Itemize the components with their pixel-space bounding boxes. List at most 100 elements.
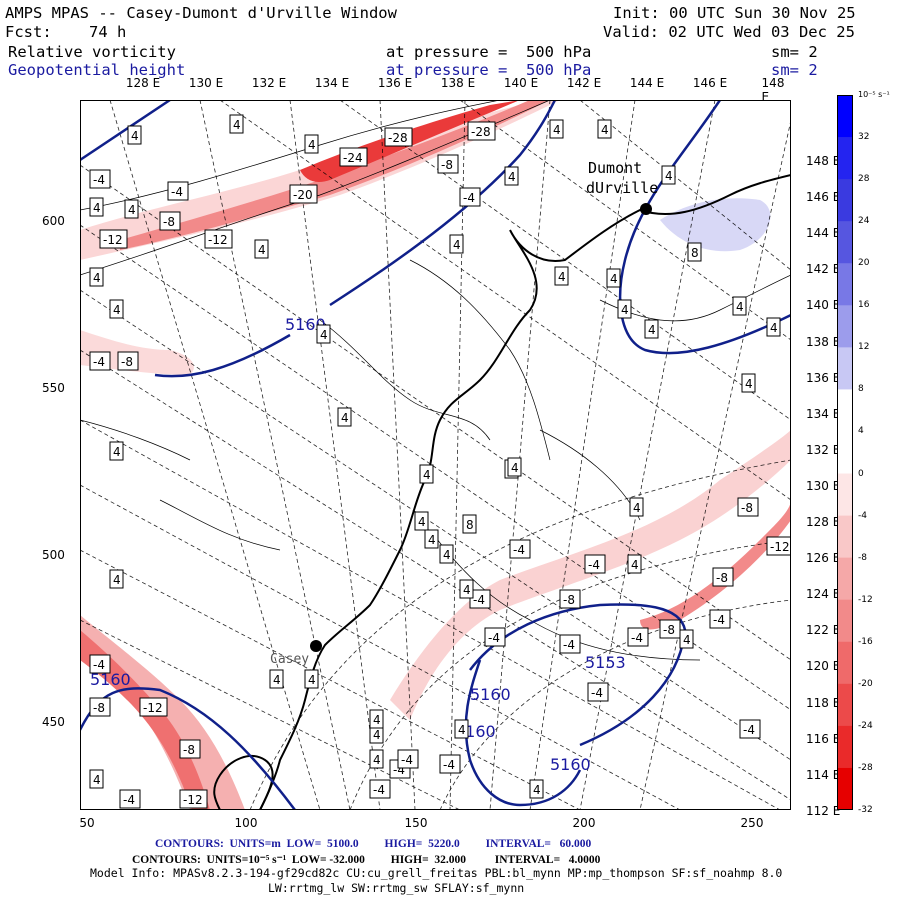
- vorticity-label: 4: [131, 129, 139, 143]
- colorbar-label: -16: [858, 636, 873, 647]
- colorbar-label: -28: [858, 762, 873, 773]
- station-label-dumont: Dumont: [588, 159, 642, 177]
- vorticity-label: 4: [320, 328, 328, 342]
- vorticity-label-box: -4: [89, 351, 111, 371]
- vorticity-label: 4: [373, 753, 381, 767]
- vorticity-label: 4: [443, 548, 451, 562]
- vorticity-label: -12: [143, 701, 163, 715]
- vorticity-label: -12: [103, 233, 123, 247]
- height-label: 5160: [285, 315, 326, 334]
- colorbar-swatch: [837, 473, 853, 517]
- vorticity-label: -4: [393, 763, 405, 777]
- height-label: 5160: [550, 755, 591, 774]
- vorticity-label: 4: [308, 673, 316, 687]
- vorticity-label-box: 4: [254, 239, 269, 259]
- vorticity-label: -4: [713, 613, 725, 627]
- field1-level: at pressure = 500 hPa: [386, 43, 592, 61]
- colorbar-label: 16: [858, 300, 870, 311]
- colorbar-swatch: [837, 431, 853, 475]
- vorticity-label: 8: [691, 246, 699, 260]
- right-longitude-tick: 132 E: [806, 442, 841, 457]
- vorticity-label: -28: [388, 131, 408, 145]
- field2-smoothing: sm= 2: [771, 61, 818, 79]
- vorticity-label: -8: [163, 215, 175, 229]
- top-longitude-axis: 128 E 130 E 132 E 134 E 136 E 138 E 140 E 142 E…: [80, 76, 791, 104]
- vorticity-label-box: 4: [549, 119, 564, 139]
- vorticity-label-box: 4: [606, 268, 621, 288]
- vorticity-label: -8: [563, 593, 575, 607]
- vorticity-label-box: 4: [554, 266, 569, 286]
- top-longitude-tick: 132 E: [251, 76, 287, 90]
- vorticity-label: -4: [93, 173, 105, 187]
- bottom-axis-tick: 200: [572, 816, 596, 830]
- colorbar-swatch: [837, 641, 853, 685]
- vorticity-label-box: -12: [204, 229, 233, 249]
- vorticity-label-box: 4: [644, 319, 659, 339]
- vorticity-label: 4: [533, 783, 541, 797]
- vorticity-label-box: 4: [454, 719, 469, 739]
- vorticity-label: -8: [441, 158, 453, 172]
- right-longitude-tick: 116 E: [806, 731, 841, 746]
- vorticity-label: 4: [558, 270, 566, 284]
- vorticity-label-box: -4: [89, 169, 111, 189]
- height-contour-info: CONTOURS: UNITS=m LOW= 5100.0 HIGH= 5220…: [155, 838, 592, 850]
- vorticity-label-box: 4: [109, 441, 124, 461]
- vorticity-label: -8: [93, 701, 105, 715]
- vorticity-label: 4: [745, 377, 753, 391]
- vorticity-label: -4: [563, 638, 575, 652]
- colorbar-label: 4: [858, 426, 864, 437]
- right-longitude-tick: 140 E: [806, 298, 841, 313]
- vorticity-label: -8: [741, 501, 753, 515]
- map-panel: Dumont dUrville Casey 5160 5160 5160 516…: [80, 100, 791, 810]
- vorticity-label-box: -4: [459, 187, 481, 207]
- vorticity-label-box: 4: [89, 769, 104, 789]
- vorticity-label-box: -4: [739, 719, 761, 739]
- top-longitude-tick: 144 E: [629, 76, 665, 90]
- vorticity-label: 8: [466, 518, 474, 532]
- colorbar-label: -12: [858, 594, 873, 605]
- bottom-axis-tick: 100: [234, 816, 258, 830]
- colorbar-swatch: [837, 515, 853, 559]
- colorbar-swatch: [837, 599, 853, 643]
- dumont-durville-station-marker: [640, 203, 652, 215]
- left-axis-tick: 600: [42, 214, 65, 228]
- vorticity-label-box: 4: [369, 709, 384, 729]
- field2-level: at pressure = 500 hPa: [386, 61, 592, 79]
- vorticity-label: 4: [373, 713, 381, 727]
- vorticity-label: -28: [471, 125, 491, 139]
- top-longitude-tick: 140 E: [503, 76, 539, 90]
- colorbar-label: 32: [858, 132, 870, 143]
- vorticity-label: 4: [631, 558, 639, 572]
- vorticity-label-box: 4: [504, 166, 519, 186]
- vorticity-label-box: 4: [127, 125, 142, 145]
- vorticity-label: -4: [463, 191, 475, 205]
- vorticity-label-box: 4: [316, 324, 331, 344]
- vorticity-label: 4: [341, 411, 349, 425]
- vorticity-label-box: -4: [439, 754, 461, 774]
- left-axis-tick: 450: [42, 715, 65, 729]
- colorbar-label: -24: [858, 720, 873, 731]
- vorticity-label: 4: [423, 468, 431, 482]
- colorbar-swatch: [837, 683, 853, 727]
- vorticity-label: -20: [293, 188, 313, 202]
- vorticity-label: -8: [183, 743, 195, 757]
- vorticity-label: 4: [113, 303, 121, 317]
- vorticity-label: 4: [428, 533, 436, 547]
- vorticity-label-box: -8: [659, 619, 681, 639]
- colorbar-swatch: [837, 221, 853, 264]
- vorticity-label-box: 4: [529, 779, 544, 799]
- top-longitude-tick: 142 E: [566, 76, 602, 90]
- vorticity-label-box: -12: [179, 789, 208, 809]
- vorticity-label-box: 4: [627, 554, 642, 574]
- vorticity-label: 4: [463, 583, 471, 597]
- vorticity-label: 4: [508, 170, 516, 184]
- vorticity-label: 4: [553, 123, 561, 137]
- vorticity-label-box: -8: [159, 211, 181, 231]
- height-label: 5160: [90, 670, 131, 689]
- colorbar-swatch: [837, 725, 853, 769]
- vorticity-label-box: -4: [369, 779, 391, 799]
- vorticity-label-box: 4: [414, 511, 429, 531]
- vorticity-label-box: -8: [89, 697, 111, 717]
- left-axis-tick: 500: [42, 548, 65, 562]
- right-longitude-tick: 114 E: [806, 767, 841, 782]
